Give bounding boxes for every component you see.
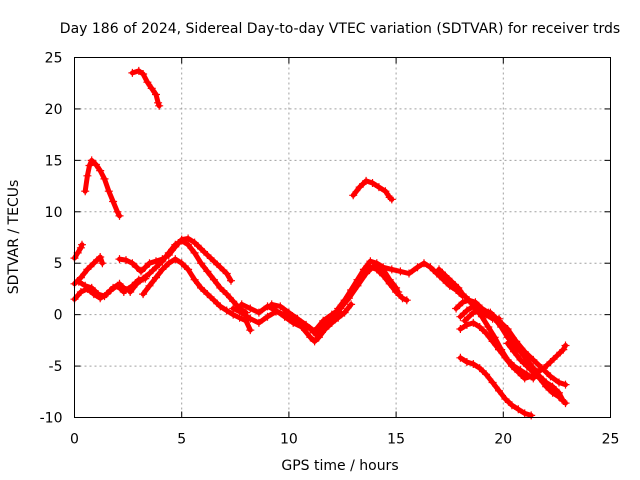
series-plus-markers: [237, 300, 356, 346]
data-layer: [70, 66, 570, 420]
series-plus-markers: [503, 339, 570, 408]
series-plus-markers: [456, 302, 503, 323]
y-tick-label: 0: [54, 308, 63, 324]
series-line: [350, 178, 395, 202]
series-arc-11: [237, 300, 356, 346]
series-plus-markers: [349, 176, 396, 204]
y-tick-label: -5: [49, 359, 63, 375]
series-plus-markers: [126, 236, 250, 317]
series-plus-markers: [74, 277, 128, 301]
series-plus-markers: [359, 263, 411, 305]
x-tick-label: 5: [177, 432, 186, 448]
series-plus-markers: [128, 66, 164, 110]
y-tick-label: 20: [45, 102, 63, 118]
series-line: [239, 301, 354, 344]
x-tick-label: 25: [602, 432, 620, 448]
series-plus-markers: [456, 353, 536, 420]
series-arc-14: [359, 263, 411, 305]
x-tick-label: 20: [494, 432, 512, 448]
series-plus-markers: [456, 318, 570, 383]
y-axis-label: SDTVAR / TECUs: [6, 180, 22, 295]
tick-layer: 0 5 10 15 20 25 -10 -5 0 5 10 15 20 25: [40, 51, 620, 448]
series-arc-8: [126, 236, 250, 317]
series-arc-22: [503, 339, 570, 408]
series-arc-21: [456, 353, 536, 420]
series-arc-20: [456, 318, 570, 383]
y-tick-label: 10: [45, 205, 63, 221]
series-plus-markers: [81, 156, 124, 220]
chart-title: Day 186 of 2024, Sidereal Day-to-day VTE…: [60, 21, 620, 37]
y-tick-label: 5: [54, 256, 63, 272]
series-arc-19: [456, 302, 503, 323]
series-arc-9: [139, 255, 255, 335]
series-line: [505, 340, 568, 406]
x-tick-label: 15: [387, 432, 405, 448]
y-tick-label: 25: [45, 51, 63, 67]
series-line: [457, 320, 568, 381]
series-arc-15: [349, 176, 396, 204]
series-arc-5: [81, 156, 124, 220]
plot-frame: [74, 57, 611, 418]
series-arc-6: [128, 66, 164, 110]
y-tick-label: 15: [45, 153, 63, 169]
grid-layer: [74, 57, 611, 418]
y-tick-label: -10: [40, 411, 63, 427]
series-plus-markers: [139, 255, 255, 335]
x-axis-label: GPS time / hours: [281, 458, 398, 474]
series-arc-4: [74, 277, 128, 301]
x-tick-label: 10: [280, 432, 298, 448]
x-tick-label: 0: [70, 432, 79, 448]
